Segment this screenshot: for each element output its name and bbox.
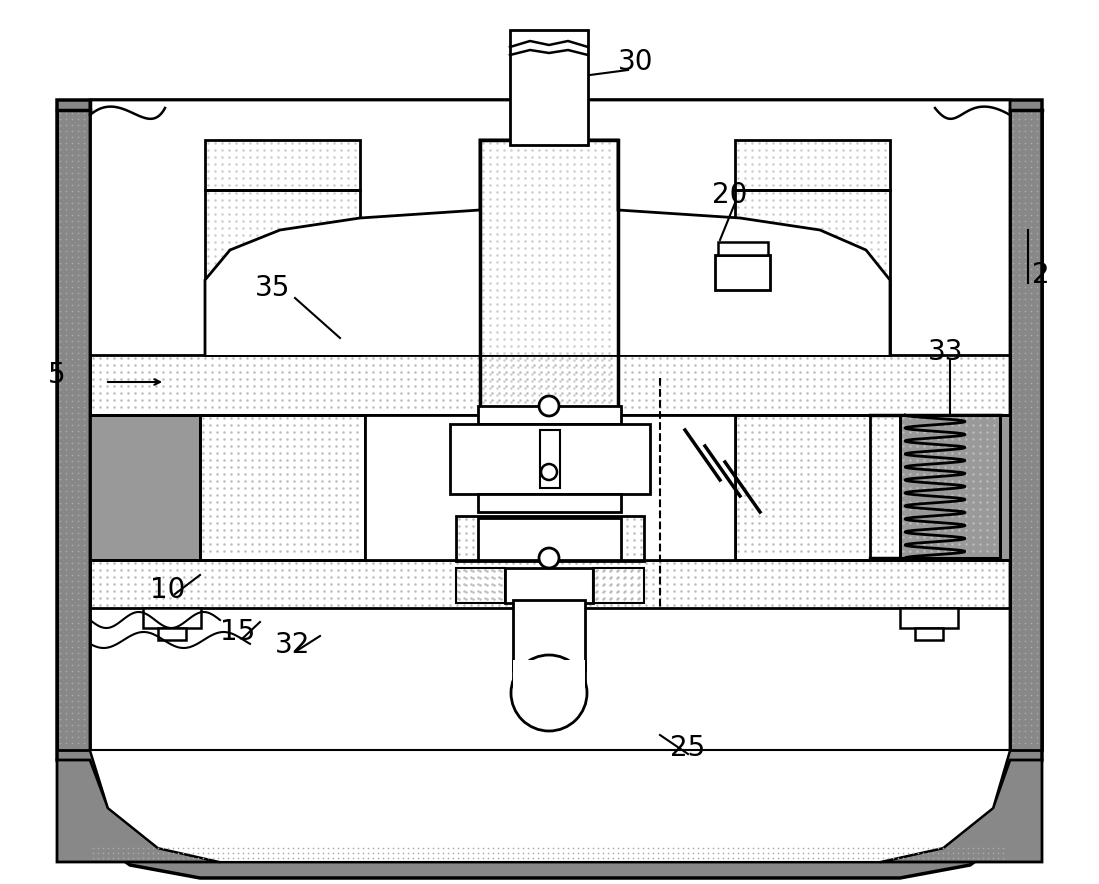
- Bar: [506, 568, 593, 603]
- Bar: [90, 560, 1010, 608]
- Bar: [206, 140, 360, 190]
- Bar: [90, 355, 1010, 415]
- Polygon shape: [57, 100, 1042, 878]
- Bar: [478, 406, 621, 424]
- Bar: [200, 415, 365, 560]
- Polygon shape: [57, 760, 220, 862]
- Bar: [510, 30, 588, 145]
- Bar: [915, 628, 943, 640]
- Text: 2: 2: [1032, 261, 1050, 289]
- Bar: [480, 140, 618, 415]
- Polygon shape: [718, 242, 768, 255]
- Circle shape: [511, 655, 587, 731]
- Polygon shape: [90, 100, 1010, 862]
- Text: 33: 33: [928, 338, 964, 366]
- Bar: [513, 660, 585, 695]
- Circle shape: [539, 548, 559, 568]
- Text: 25: 25: [670, 734, 706, 762]
- Polygon shape: [90, 750, 1010, 862]
- Bar: [478, 494, 621, 512]
- Bar: [870, 415, 1000, 558]
- Bar: [478, 518, 621, 560]
- Bar: [900, 415, 1010, 560]
- Bar: [158, 628, 186, 640]
- Text: 5: 5: [48, 361, 66, 389]
- Bar: [1010, 110, 1042, 750]
- Bar: [456, 516, 644, 561]
- Bar: [715, 255, 770, 290]
- Text: 15: 15: [220, 618, 255, 646]
- Text: 32: 32: [275, 631, 310, 659]
- Text: 10: 10: [149, 576, 186, 604]
- Text: 35: 35: [255, 274, 290, 302]
- Polygon shape: [206, 140, 890, 355]
- Bar: [540, 430, 560, 488]
- Bar: [449, 424, 650, 494]
- Circle shape: [539, 396, 559, 416]
- Bar: [206, 190, 360, 355]
- Bar: [143, 608, 201, 628]
- Bar: [900, 608, 958, 628]
- Text: 20: 20: [712, 181, 747, 209]
- Bar: [735, 140, 890, 190]
- Text: 30: 30: [618, 48, 654, 76]
- Circle shape: [541, 464, 557, 480]
- Bar: [735, 190, 890, 355]
- Bar: [456, 568, 506, 603]
- Bar: [57, 110, 90, 750]
- Bar: [900, 415, 1000, 558]
- Bar: [593, 568, 644, 603]
- Polygon shape: [880, 760, 1042, 862]
- Bar: [90, 415, 200, 560]
- Bar: [513, 600, 585, 670]
- Bar: [365, 415, 735, 560]
- Bar: [90, 845, 1010, 862]
- Bar: [735, 415, 900, 560]
